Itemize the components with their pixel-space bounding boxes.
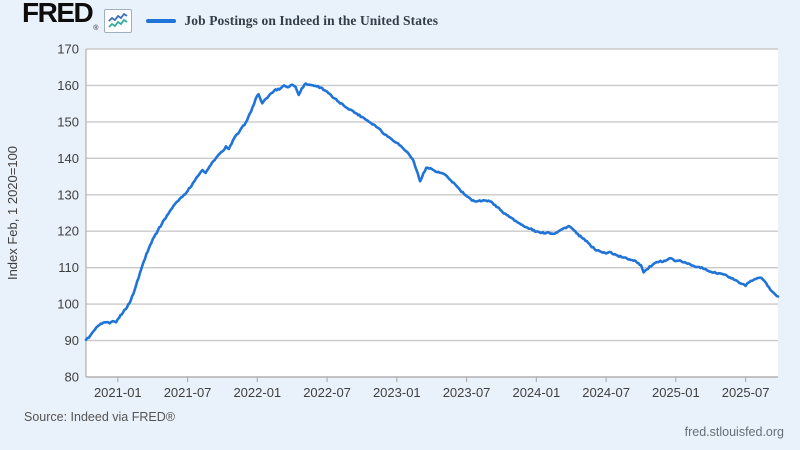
x-tick-label: 2022-01	[233, 385, 281, 400]
x-tick-label: 2024-07	[582, 385, 630, 400]
y-tick-label: 90	[65, 333, 79, 348]
x-tick-label: 2022-07	[303, 385, 351, 400]
y-tick-label: 150	[57, 114, 79, 129]
data-line	[84, 82, 780, 342]
gridlines	[86, 48, 778, 378]
source-note: Source: Indeed via FRED®	[24, 410, 175, 424]
plot-area	[86, 49, 778, 377]
x-tick-label: 2024-01	[512, 385, 560, 400]
site-link[interactable]: fred.stlouisfed.org	[684, 425, 784, 439]
icon-zigzag-teal	[108, 18, 128, 28]
y-tick-label: 80	[65, 370, 79, 385]
x-axis-ticks	[117, 377, 747, 382]
y-tick-label: 160	[57, 78, 79, 93]
x-tick-label: 2025-07	[722, 385, 770, 400]
y-axis-labels: 80 90 100 110 120 130 140 150 160 170	[57, 42, 79, 385]
x-axis-labels: 2021-01 2021-07 2022-01 2022-07 2023-01 2023-…	[94, 385, 769, 400]
x-tick-label: 2021-07	[164, 385, 212, 400]
icon-zigzag-blue	[108, 13, 128, 22]
y-axis-title: Index Feb, 1 2020=100	[5, 146, 20, 280]
chart-header: FRED® Job Postings on Indeed in the Unit…	[22, 0, 439, 37]
x-tick-label: 2023-07	[443, 385, 491, 400]
series-title: Job Postings on Indeed in the United Sta…	[184, 13, 439, 28]
y-tick-label: 110	[58, 260, 79, 275]
y-tick-label: 100	[57, 297, 79, 312]
x-tick-label: 2021-01	[94, 385, 142, 400]
y-tick-label: 140	[57, 151, 79, 166]
y-tick-label: 170	[57, 42, 79, 57]
legend-line-swatch	[146, 19, 177, 23]
y-tick-label: 130	[57, 187, 79, 202]
x-tick-label: 2025-01	[652, 385, 700, 400]
fred-logo-text: FRED	[22, 0, 94, 28]
fred-logo: FRED®	[22, 0, 98, 44]
registered-trademark-mark: ®	[93, 25, 99, 32]
sparkline-icon-glyph	[108, 13, 128, 28]
x-tick-label: 2023-01	[373, 385, 421, 400]
y-tick-label: 120	[57, 224, 79, 239]
fred-sparkline-icon	[104, 9, 133, 33]
